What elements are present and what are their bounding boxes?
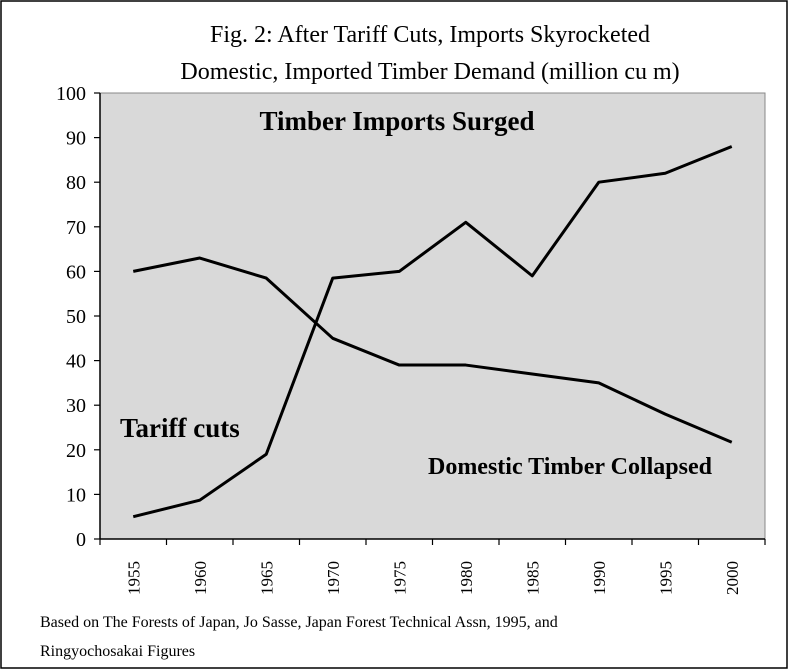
x-tick-label: 1965 [257,561,276,595]
y-tick-label: 0 [76,529,86,551]
x-tick-label: 2000 [723,561,742,595]
y-tick-label: 10 [66,484,86,506]
y-tick-label: 90 [66,128,86,150]
x-tick-label: 1975 [390,561,409,595]
series-annotation: Domestic Timber Collapsed [428,454,713,480]
x-tick-label: 1980 [457,561,476,595]
x-tick-label: 1970 [324,561,343,595]
y-tick-label: 60 [66,261,86,283]
x-tick-label: 1995 [656,561,675,595]
y-tick-label: 30 [66,395,86,417]
series-annotation: Timber Imports Surged [259,106,534,136]
x-tick-label: 1960 [191,561,210,595]
plot-background [99,92,766,540]
annotation: Tariff cuts [120,413,240,443]
x-tick-label: 1955 [124,561,143,595]
x-tick-label: 1990 [590,561,609,595]
x-tick-label: 1985 [523,561,542,595]
y-tick-label: 50 [66,306,86,328]
y-tick-label: 80 [66,172,86,194]
source-note: Based on The Forests of Japan, Jo Sasse,… [40,614,558,631]
y-tick-label: 100 [56,83,86,105]
y-tick-label: 20 [66,440,86,462]
chart-title: Fig. 2: After Tariff Cuts, Imports Skyro… [210,22,650,48]
source-note: Ringyochosakai Figures [40,643,195,660]
y-tick-label: 70 [66,217,86,239]
data-line [132,256,733,444]
chart-subtitle: Domestic, Imported Timber Demand (millio… [180,59,679,85]
y-tick-label: 40 [66,351,86,373]
data-line [132,145,733,519]
plot-area: 0 10 20 30 40 50 60 70 80 90 100 1955 1960 1965 1970 19… [56,83,766,595]
